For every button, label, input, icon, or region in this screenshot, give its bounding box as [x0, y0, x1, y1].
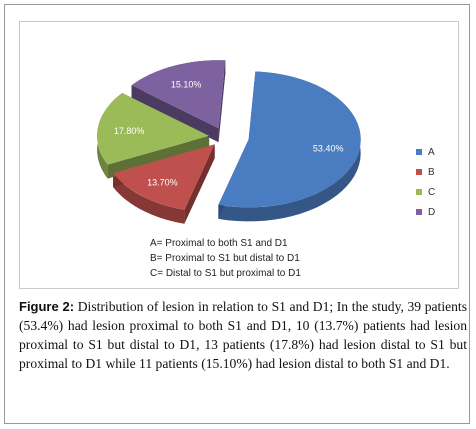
pie-chart: 53.40% 13.70% 17.80% 15.10% — [97, 60, 361, 224]
annotation-block: A= Proximal to both S1 and D1 B= Proxima… — [150, 236, 301, 281]
chart-area: 53.40% 13.70% 17.80% 15.10% A B C D A= Prox… — [19, 21, 459, 289]
pie-slice-b — [113, 144, 215, 210]
pie-slice-c — [97, 92, 210, 165]
data-label-d: 15.10% — [171, 79, 202, 89]
pie-slice-side-b — [113, 173, 185, 224]
figure-frame: 53.40% 13.70% 17.80% 15.10% A B C D A= Prox… — [4, 4, 470, 424]
pie-slice-wall-d-0 — [131, 85, 219, 143]
legend-item-a: A — [416, 142, 435, 162]
legend-label-a: A — [428, 146, 435, 158]
pie-slice-wall-b-0 — [184, 144, 215, 224]
annotation-a: A= Proximal to both S1 and D1 — [150, 238, 288, 249]
legend-swatch-c — [416, 189, 422, 195]
data-label-c: 17.80% — [114, 126, 145, 136]
annotation-b: B= Proximal to S1 but distal to D1 — [150, 253, 300, 264]
figure-caption: Figure 2: Distribution of lesion in rela… — [19, 297, 467, 373]
legend-item-c: C — [416, 182, 435, 202]
legend-label-d: D — [428, 206, 436, 218]
pie-slice-d — [131, 60, 226, 129]
legend-swatch-a — [416, 149, 422, 155]
pie-slice-a — [218, 71, 361, 208]
legend-swatch-d — [416, 209, 422, 215]
legend-label-b: B — [428, 166, 435, 178]
data-label-a: 53.40% — [313, 144, 344, 154]
legend-item-d: D — [416, 202, 435, 222]
caption-label: Figure 2: — [19, 299, 75, 314]
pie-slice-wall-d-1 — [218, 60, 226, 143]
legend-item-b: B — [416, 162, 435, 182]
annotation-c: C= Distal to S1 but proximal to D1 — [150, 268, 301, 279]
legend: A B C D — [416, 142, 435, 222]
caption-text: Distribution of lesion in relation to S1… — [19, 299, 467, 371]
legend-label-c: C — [428, 186, 436, 198]
data-label-b: 13.70% — [147, 178, 178, 188]
legend-swatch-b — [416, 169, 422, 175]
